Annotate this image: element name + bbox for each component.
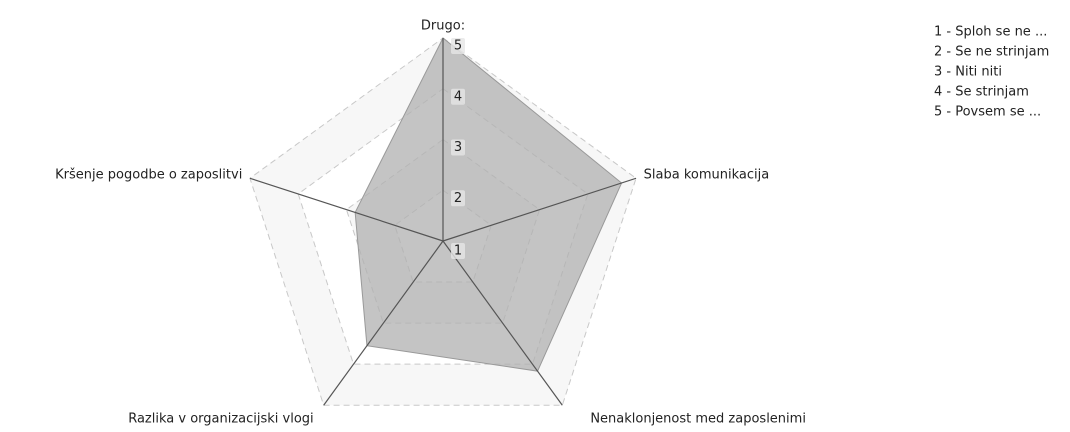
axis-line [442, 177, 637, 242]
tick-label-bg [451, 88, 465, 105]
tick-label-bg [451, 139, 465, 156]
tick-label-bg [451, 190, 465, 207]
legend-entry: 2 - Se ne strinjam [934, 45, 1049, 60]
radar-area [354, 37, 623, 372]
axis-label: Nenaklonjenost med zaposlenimi [590, 412, 806, 427]
axis-line [323, 240, 444, 406]
axis-label: Razlika v organizacijski vlogi [128, 412, 313, 427]
axis-line [249, 177, 444, 242]
legend-entry: 5 - Povsem se ... [934, 105, 1041, 120]
tick-label-bg [451, 243, 465, 259]
tick-label-bg [451, 38, 465, 54]
legend-entry: 3 - Niti niti [934, 65, 1002, 80]
axis-label: Slaba komunikacija [644, 168, 770, 183]
axis-label: Kršenje pogodbe o zaposlitvi [55, 168, 242, 183]
axis-line [442, 240, 563, 406]
legend-entry: 1 - Sploh se ne ... [934, 25, 1047, 40]
tick-label: 1 [454, 244, 462, 259]
tick-label: 2 [454, 191, 462, 206]
tick-label: 3 [454, 140, 462, 155]
legend-entry: 4 - Se strinjam [934, 85, 1029, 100]
tick-label: 4 [454, 89, 462, 104]
tick-label: 5 [454, 39, 462, 54]
axis-label: Drugo: [421, 19, 465, 34]
